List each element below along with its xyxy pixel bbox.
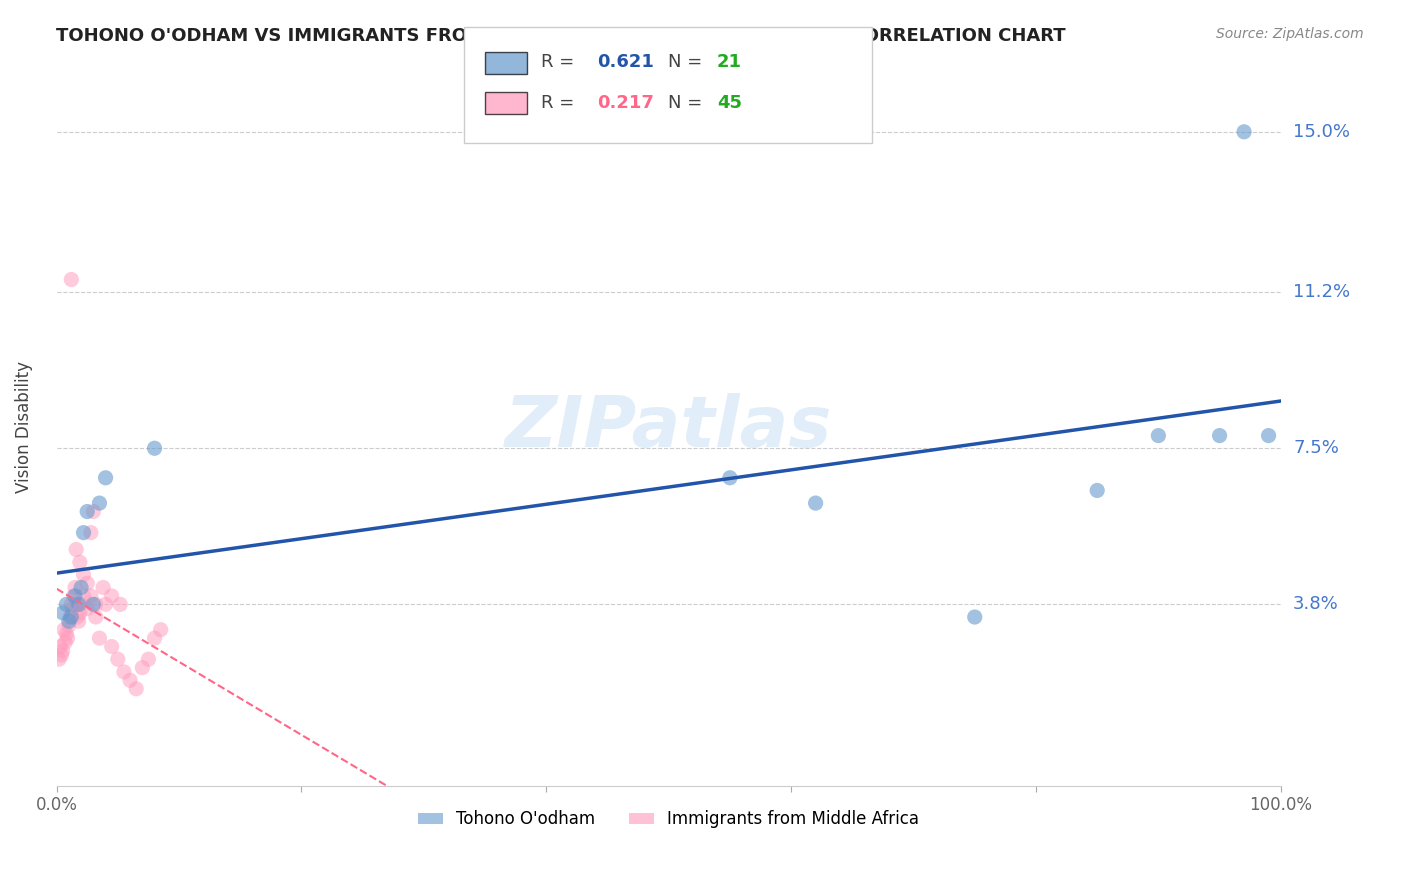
Point	[76, 601, 98, 615]
Text: N =: N =	[668, 54, 702, 71]
Point	[63, 581, 86, 595]
Y-axis label: Vision Disability: Vision Disability	[15, 361, 32, 493]
Text: Source: ZipAtlas.com: Source: ZipAtlas.com	[1216, 27, 1364, 41]
Point	[82, 598, 104, 612]
Text: N =: N =	[668, 94, 702, 112]
Point	[80, 589, 103, 603]
Text: R =: R =	[541, 94, 575, 112]
Text: 3.8%: 3.8%	[1294, 595, 1339, 614]
Text: 0.217: 0.217	[598, 94, 654, 112]
Point	[89, 496, 111, 510]
Text: ZIPatlas: ZIPatlas	[505, 392, 832, 462]
Point	[91, 581, 114, 595]
Point	[69, 555, 91, 569]
Point	[84, 610, 107, 624]
Point	[131, 660, 153, 674]
Point	[110, 598, 132, 612]
Point	[60, 610, 83, 624]
Point	[53, 635, 76, 649]
Point	[66, 610, 89, 624]
Point	[804, 496, 827, 510]
Point	[72, 567, 94, 582]
Text: TOHONO O'ODHAM VS IMMIGRANTS FROM MIDDLE AFRICA VISION DISABILITY CORRELATION CH: TOHONO O'ODHAM VS IMMIGRANTS FROM MIDDLE…	[56, 27, 1066, 45]
Point	[67, 598, 90, 612]
Point	[120, 673, 142, 688]
Point	[1208, 428, 1230, 442]
Point	[52, 606, 75, 620]
Point	[65, 598, 87, 612]
Text: 11.2%: 11.2%	[1294, 283, 1350, 301]
Point	[125, 681, 148, 696]
Point	[62, 589, 84, 603]
Point	[52, 623, 75, 637]
Point	[1085, 483, 1108, 498]
Point	[59, 610, 82, 624]
Point	[63, 589, 86, 603]
Point	[107, 652, 129, 666]
Point	[56, 631, 79, 645]
Point	[72, 525, 94, 540]
Text: R =: R =	[541, 54, 575, 71]
Point	[69, 606, 91, 620]
Text: 0.621: 0.621	[598, 54, 654, 71]
Point	[76, 576, 98, 591]
Point	[112, 665, 135, 679]
Point	[149, 623, 172, 637]
Point	[80, 525, 103, 540]
Point	[76, 504, 98, 518]
Point	[49, 640, 72, 654]
Point	[70, 598, 93, 612]
Point	[58, 614, 80, 628]
Point	[55, 598, 77, 612]
Text: 45: 45	[717, 94, 742, 112]
Text: 15.0%: 15.0%	[1294, 123, 1350, 141]
Point	[963, 610, 986, 624]
Point	[94, 598, 117, 612]
Point	[82, 504, 104, 518]
Point	[70, 581, 93, 595]
Point	[51, 648, 73, 662]
Point	[84, 598, 107, 612]
Point	[143, 631, 166, 645]
Point	[1257, 428, 1279, 442]
Point	[1233, 125, 1256, 139]
Point	[60, 598, 83, 612]
Point	[48, 652, 70, 666]
Point	[62, 601, 84, 615]
Point	[58, 618, 80, 632]
Text: 21: 21	[717, 54, 742, 71]
Point	[65, 542, 87, 557]
Point	[718, 471, 741, 485]
Point	[72, 589, 94, 603]
Point	[138, 652, 160, 666]
Point	[100, 640, 122, 654]
Point	[89, 631, 111, 645]
Point	[100, 589, 122, 603]
Point	[67, 614, 90, 628]
Point	[55, 627, 77, 641]
Point	[143, 442, 166, 456]
Text: 7.5%: 7.5%	[1294, 439, 1339, 458]
Legend: Tohono O'odham, Immigrants from Middle Africa: Tohono O'odham, Immigrants from Middle A…	[412, 804, 927, 835]
Point	[1147, 428, 1170, 442]
Point	[94, 471, 117, 485]
Point	[52, 644, 75, 658]
Point	[60, 272, 83, 286]
